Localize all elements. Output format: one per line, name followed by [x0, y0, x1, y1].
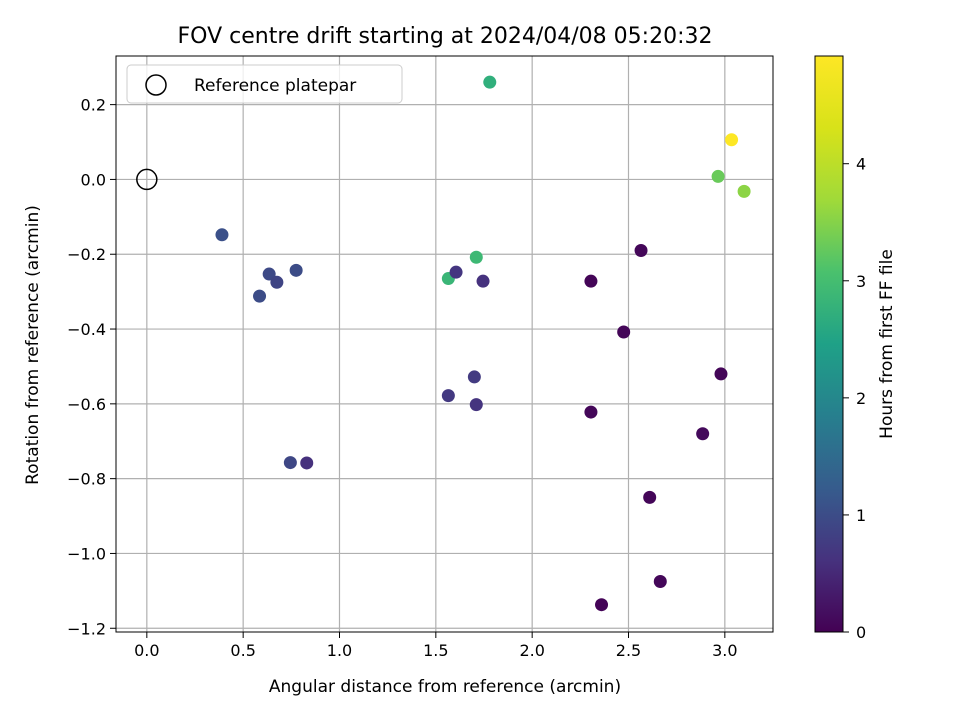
legend-label: Reference platepar [194, 76, 356, 96]
x-tick-label: 0.5 [230, 641, 255, 660]
data-point [215, 228, 229, 242]
data-point [289, 263, 303, 277]
data-point [467, 370, 481, 384]
x-tick-label: 2.0 [519, 641, 544, 660]
data-point [469, 398, 483, 412]
colorbar-tick-label: 2 [856, 389, 866, 408]
legend-marker [145, 74, 167, 96]
y-tick-label: 0.0 [81, 170, 106, 189]
y-tick-label: −0.2 [67, 245, 106, 264]
x-tick-label: 2.5 [616, 641, 641, 660]
y-tick-label: −0.4 [67, 320, 106, 339]
data-point [617, 325, 631, 339]
data-point [714, 367, 728, 381]
data-point [441, 389, 455, 403]
data-point [476, 274, 490, 288]
x-tick-label: 3.0 [712, 641, 737, 660]
data-point [634, 243, 648, 257]
data-point [643, 490, 657, 504]
x-tick-label: 0.0 [134, 641, 159, 660]
data-point [725, 133, 739, 147]
colorbar: 0 1 2 3 4 Hours from first FF file [814, 55, 897, 642]
data-point [270, 275, 284, 289]
y-tick-label: 0.2 [81, 96, 106, 115]
data-point [283, 456, 297, 470]
colorbar-ticks: 0 1 2 3 4 [843, 155, 866, 642]
data-point [449, 265, 463, 279]
colorbar-label: Hours from first FF file [877, 249, 897, 439]
data-point [696, 427, 710, 441]
grid [116, 56, 773, 632]
x-tick-label: 1.0 [327, 641, 352, 660]
y-tick-label: −1.2 [67, 619, 106, 638]
plot-area: 0.0 0.5 1.0 1.5 2.0 2.5 3.0 0.2 0.0 −0.2 −0.4 −0.6 −… [67, 55, 774, 660]
data-points [215, 75, 751, 612]
x-tick-label: 1.5 [423, 641, 448, 660]
y-tick-label: −0.8 [67, 470, 106, 489]
colorbar-tick-label: 1 [856, 506, 866, 525]
data-point [300, 456, 314, 470]
legend: Reference platepar [126, 64, 403, 104]
plot-frame [115, 55, 774, 633]
data-point [595, 598, 609, 612]
data-point [653, 575, 667, 589]
colorbar-tick-label: 3 [856, 272, 866, 291]
ticks: 0.0 0.5 1.0 1.5 2.0 2.5 3.0 0.2 0.0 −0.2 −0.4 −0.6 −… [67, 96, 737, 660]
plot-background [116, 56, 773, 632]
colorbar-tick-label: 0 [856, 623, 866, 642]
data-point [584, 405, 598, 419]
data-point [584, 274, 598, 288]
data-point [737, 184, 751, 198]
colorbar-tick-label: 4 [856, 155, 866, 174]
chart-title: FOV centre drift starting at 2024/04/08 … [178, 24, 713, 49]
legend-box [126, 64, 403, 104]
data-point [262, 267, 276, 281]
data-point [469, 250, 483, 264]
data-point [253, 289, 267, 303]
y-axis-label: Rotation from reference (arcmin) [23, 205, 43, 485]
x-axis-label: Angular distance from reference (arcmin) [269, 677, 621, 697]
y-tick-label: −0.6 [67, 395, 106, 414]
colorbar-gradient [814, 55, 844, 633]
y-tick-label: −1.0 [67, 544, 106, 563]
data-point [483, 75, 497, 89]
data-point [711, 169, 725, 183]
reference-platepar-marker [136, 168, 158, 191]
